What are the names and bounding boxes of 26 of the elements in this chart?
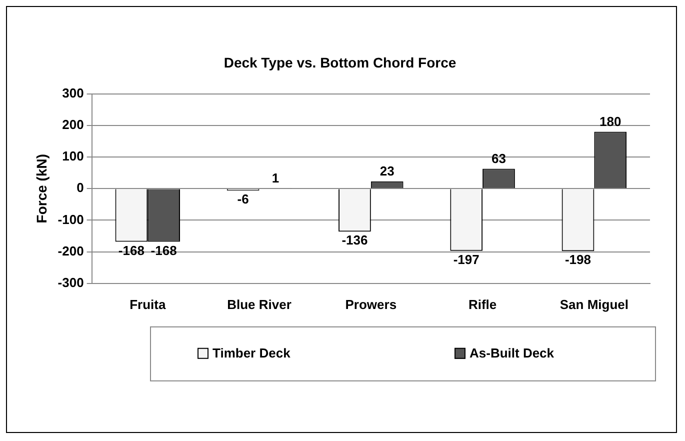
y-axis-title: Force (kN) (33, 154, 50, 224)
data-label: -136 (342, 232, 368, 248)
data-label: 1 (272, 170, 280, 186)
x-tick-label: Blue River (227, 296, 292, 312)
chart-title: Deck Type vs. Bottom Chord Force (224, 54, 456, 70)
legend-label: As-Built Deck (470, 345, 555, 360)
legend-label: Timber Deck (212, 345, 292, 360)
y-tick-label: -100 (58, 212, 84, 227)
data-label: -168 (118, 242, 144, 258)
x-tick-label: Prowers (345, 296, 397, 312)
y-tick-label: -200 (58, 243, 84, 258)
data-label: -198 (564, 252, 592, 268)
data-label: -6 (237, 192, 249, 207)
x-tick-label: Rifle (468, 296, 497, 312)
x-tick-label: San Miguel (560, 296, 628, 312)
data-label: 180 (600, 114, 622, 129)
y-tick-label: 100 (62, 148, 84, 164)
data-label: 63 (492, 150, 506, 166)
data-label: -168 (150, 242, 177, 258)
y-tick-label: 300 (62, 85, 84, 100)
data-label: 23 (380, 163, 394, 178)
y-tick-label: 200 (62, 116, 84, 132)
y-tick-label: 0 (76, 180, 84, 196)
x-tick-label: Fruita (130, 296, 166, 312)
y-tick-label: -300 (58, 274, 84, 290)
data-label: -197 (453, 252, 480, 267)
